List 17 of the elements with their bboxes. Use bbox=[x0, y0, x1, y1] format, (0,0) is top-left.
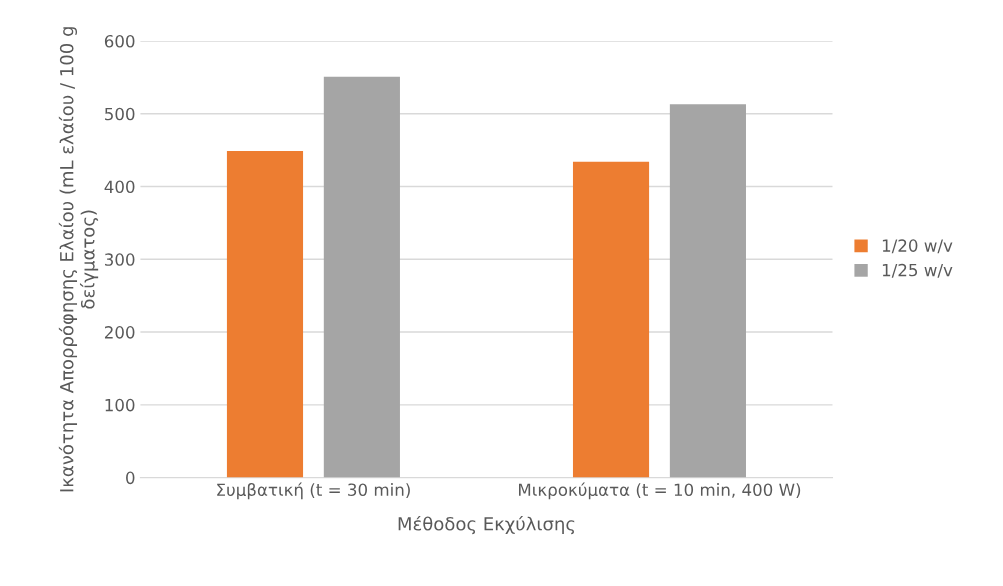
bar bbox=[669, 104, 746, 478]
bar bbox=[226, 150, 304, 478]
y-tick-label: 500 bbox=[105, 107, 135, 121]
y-tick-label: 100 bbox=[105, 398, 135, 412]
y-tick-label: 600 bbox=[104, 34, 135, 48]
bar bbox=[572, 161, 650, 478]
legend-label: 1/25 w/v bbox=[882, 263, 953, 278]
bar bbox=[323, 76, 400, 478]
y-tick-label: 400 bbox=[104, 180, 135, 194]
x-axis-title: Μέθοδος Εκχύλισης bbox=[398, 515, 575, 535]
y-tick-label: 200 bbox=[104, 326, 135, 339]
y-tick-label: 0 bbox=[126, 471, 135, 485]
x-tick-label: Συμβατική (t = 30 min) bbox=[217, 482, 410, 500]
y-axis-title: Ικανότητα Απορρόφησης Ελαίου (mL ελαίου / 100 g δείγματος) bbox=[58, 27, 99, 492]
legend-label: 1/20 w/v bbox=[882, 239, 953, 254]
x-tick-label: Μικροκύματα (t = 10 min, 400 W) bbox=[519, 482, 801, 500]
y-tick-label: 300 bbox=[105, 253, 135, 266]
